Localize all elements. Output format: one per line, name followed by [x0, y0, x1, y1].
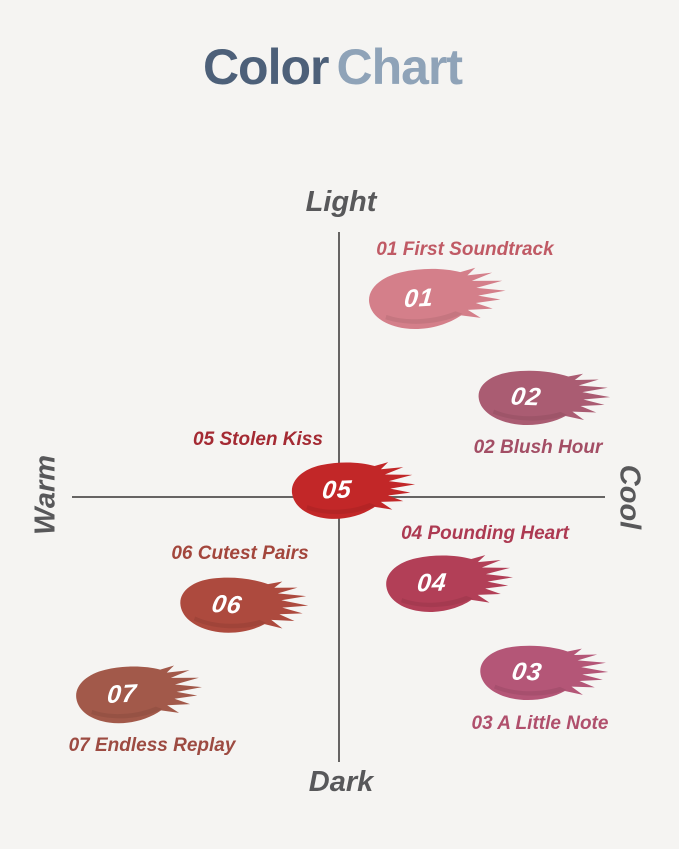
- swatch-label-04: 04 Pounding Heart: [401, 523, 569, 544]
- swatch-label-05: 05 Stolen Kiss: [193, 429, 323, 450]
- axis-label-cool: Cool: [613, 464, 646, 530]
- paint-smear-icon: [478, 370, 611, 426]
- swatch-number: 07: [105, 679, 139, 710]
- swatch-07-endless-replay: 07: [64, 656, 207, 731]
- page-title-word-chart: Chart: [336, 39, 463, 95]
- swatch-number: 06: [209, 589, 245, 619]
- axis-label-light: Light: [305, 186, 377, 218]
- swatch-05-stolen-kiss: 05: [281, 454, 420, 527]
- paint-smear-icon: [369, 267, 506, 329]
- swatch-02-blush-hour: 02: [467, 362, 615, 433]
- page-title-word-color: Color: [202, 39, 330, 95]
- paint-smear-icon: [76, 665, 202, 724]
- swatch-label-01: 01 First Soundtrack: [376, 239, 554, 260]
- paint-smear-icon: [386, 555, 513, 612]
- axis-label-dark: Dark: [308, 766, 374, 798]
- swatch-03-a-little-note: 03: [469, 638, 613, 709]
- swatch-number: 04: [416, 568, 449, 598]
- swatch-label-02: 02 Blush Hour: [473, 437, 603, 458]
- swatch-label-07: 07 Endless Replay: [68, 735, 236, 756]
- swatch-06-cutest-pairs: 06: [168, 568, 313, 642]
- swatch-01-first-soundtrack: 01: [356, 258, 512, 338]
- page-title: Color Chart: [0, 38, 665, 96]
- swatch-label-06: 06 Cutest Pairs: [171, 543, 309, 564]
- swatch-number: 03: [509, 657, 545, 687]
- paint-smear-icon: [480, 645, 609, 701]
- swatch-label-03: 03 A Little Note: [471, 713, 609, 734]
- swatch-number: 01: [402, 283, 435, 314]
- swatch-number: 02: [509, 382, 544, 412]
- swatch-number: 05: [320, 475, 354, 505]
- swatch-04-pounding-heart: 04: [375, 547, 518, 620]
- paint-smear-icon: [180, 577, 309, 633]
- axis-label-warm: Warm: [29, 454, 62, 536]
- paint-smear-icon: [292, 462, 416, 519]
